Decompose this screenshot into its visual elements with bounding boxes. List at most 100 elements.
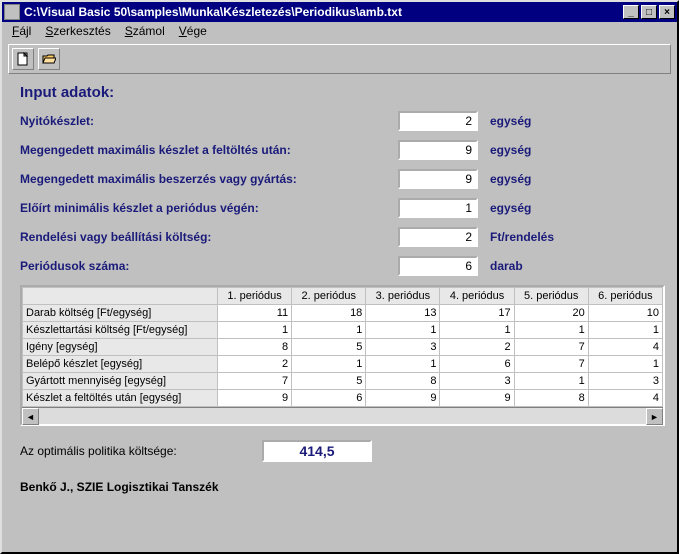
cell[interactable]: 8 bbox=[514, 390, 588, 407]
input-period-count[interactable] bbox=[398, 256, 478, 276]
app-icon bbox=[4, 4, 20, 20]
folder-open-icon bbox=[42, 52, 56, 66]
row-min-stock: Előírt minimális készlet a periódus végé… bbox=[20, 198, 659, 218]
cell[interactable]: 1 bbox=[514, 373, 588, 390]
horizontal-scrollbar[interactable]: ◄ ► bbox=[22, 407, 663, 424]
minimize-button[interactable]: _ bbox=[623, 5, 639, 19]
cell[interactable]: 17 bbox=[440, 305, 514, 322]
cell[interactable]: 18 bbox=[292, 305, 366, 322]
table-row: Belépő készlet [egység]211671 bbox=[23, 356, 663, 373]
cell[interactable]: 1 bbox=[588, 356, 662, 373]
row-header[interactable]: Készlettartási költség [Ft/egység] bbox=[23, 322, 218, 339]
cell[interactable]: 8 bbox=[366, 373, 440, 390]
footer-credit: Benkő J., SZIE Logisztikai Tanszék bbox=[20, 480, 659, 494]
cell[interactable]: 9 bbox=[366, 390, 440, 407]
input-max-stock[interactable] bbox=[398, 140, 478, 160]
window-title: C:\Visual Basic 50\samples\Munka\Készlet… bbox=[24, 5, 623, 19]
label-opening-stock: Nyitókészlet: bbox=[20, 114, 398, 128]
cell[interactable]: 6 bbox=[292, 390, 366, 407]
menu-end[interactable]: Vége bbox=[179, 24, 207, 38]
col-header[interactable]: 2. periódus bbox=[292, 288, 366, 305]
row-header[interactable]: Belépő készlet [egység] bbox=[23, 356, 218, 373]
row-header[interactable]: Darab költség [Ft/egység] bbox=[23, 305, 218, 322]
cell[interactable]: 1 bbox=[514, 322, 588, 339]
cell[interactable]: 6 bbox=[440, 356, 514, 373]
open-button[interactable] bbox=[38, 48, 60, 70]
scroll-track[interactable] bbox=[39, 408, 646, 424]
menu-bar: Fájl Szerkesztés Számol Vége bbox=[2, 22, 677, 42]
cell[interactable]: 5 bbox=[292, 373, 366, 390]
unit-order-cost: Ft/rendelés bbox=[490, 230, 554, 244]
table-row: Gyártott mennyiség [egység]758313 bbox=[23, 373, 663, 390]
cell[interactable]: 1 bbox=[366, 356, 440, 373]
col-header[interactable]: 3. periódus bbox=[366, 288, 440, 305]
cell[interactable]: 1 bbox=[588, 322, 662, 339]
cell[interactable]: 8 bbox=[218, 339, 292, 356]
cell[interactable]: 13 bbox=[366, 305, 440, 322]
table-row: Igény [egység]853274 bbox=[23, 339, 663, 356]
cell[interactable]: 7 bbox=[218, 373, 292, 390]
unit-opening-stock: egység bbox=[490, 114, 531, 128]
row-header[interactable]: Gyártott mennyiség [egység] bbox=[23, 373, 218, 390]
row-header[interactable]: Készlet a feltöltés után [egység] bbox=[23, 390, 218, 407]
cell[interactable]: 11 bbox=[218, 305, 292, 322]
cell[interactable]: 1 bbox=[292, 322, 366, 339]
cell[interactable]: 10 bbox=[588, 305, 662, 322]
col-header[interactable]: 6. periódus bbox=[588, 288, 662, 305]
cell[interactable]: 1 bbox=[292, 356, 366, 373]
cell[interactable]: 1 bbox=[218, 322, 292, 339]
row-header[interactable]: Igény [egység] bbox=[23, 339, 218, 356]
new-button[interactable] bbox=[12, 48, 34, 70]
table-row: Készlet a feltöltés után [egység]969984 bbox=[23, 390, 663, 407]
label-min-stock: Előírt minimális készlet a periódus végé… bbox=[20, 201, 398, 215]
result-row: Az optimális politika költsége: 414,5 bbox=[20, 440, 659, 462]
cell[interactable]: 1 bbox=[366, 322, 440, 339]
row-period-count: Periódusok száma: darab bbox=[20, 256, 659, 276]
main-window: C:\Visual Basic 50\samples\Munka\Készlet… bbox=[0, 0, 679, 554]
scroll-right-button[interactable]: ► bbox=[646, 408, 663, 425]
toolbar bbox=[8, 44, 671, 74]
cell[interactable]: 2 bbox=[440, 339, 514, 356]
input-order-cost[interactable] bbox=[398, 227, 478, 247]
label-period-count: Periódusok száma: bbox=[20, 259, 398, 273]
cell[interactable]: 7 bbox=[514, 339, 588, 356]
scroll-left-button[interactable]: ◄ bbox=[22, 408, 39, 425]
col-header[interactable]: 5. periódus bbox=[514, 288, 588, 305]
cell[interactable]: 20 bbox=[514, 305, 588, 322]
cell[interactable]: 1 bbox=[440, 322, 514, 339]
document-icon bbox=[16, 52, 30, 66]
menu-edit[interactable]: Szerkesztés bbox=[45, 24, 110, 38]
input-max-procurement[interactable] bbox=[398, 169, 478, 189]
cell[interactable]: 3 bbox=[588, 373, 662, 390]
maximize-button[interactable]: □ bbox=[641, 5, 657, 19]
input-min-stock[interactable] bbox=[398, 198, 478, 218]
result-value: 414,5 bbox=[262, 440, 372, 462]
cell[interactable]: 3 bbox=[366, 339, 440, 356]
cell[interactable]: 9 bbox=[440, 390, 514, 407]
menu-calc[interactable]: Számol bbox=[125, 24, 165, 38]
row-max-stock: Megengedett maximális készlet a feltölté… bbox=[20, 140, 659, 160]
cell[interactable]: 4 bbox=[588, 390, 662, 407]
cell[interactable]: 2 bbox=[218, 356, 292, 373]
col-header[interactable]: 4. periódus bbox=[440, 288, 514, 305]
label-max-procurement: Megengedett maximális beszerzés vagy gyá… bbox=[20, 172, 398, 186]
input-opening-stock[interactable] bbox=[398, 111, 478, 131]
content-area: Input adatok: Nyitókészlet: egység Megen… bbox=[2, 80, 677, 552]
col-header[interactable]: 1. periódus bbox=[218, 288, 292, 305]
result-label: Az optimális politika költsége: bbox=[20, 444, 262, 458]
close-button[interactable]: × bbox=[659, 5, 675, 19]
cell[interactable]: 7 bbox=[514, 356, 588, 373]
section-heading: Input adatok: bbox=[20, 84, 659, 101]
cell[interactable]: 4 bbox=[588, 339, 662, 356]
row-opening-stock: Nyitókészlet: egység bbox=[20, 111, 659, 131]
unit-period-count: darab bbox=[490, 259, 523, 273]
data-grid: 1. periódus 2. periódus 3. periódus 4. p… bbox=[20, 285, 665, 426]
cell[interactable]: 3 bbox=[440, 373, 514, 390]
table-row: Darab költség [Ft/egység]111813172010 bbox=[23, 305, 663, 322]
table-row: Készlettartási költség [Ft/egység]111111 bbox=[23, 322, 663, 339]
unit-min-stock: egység bbox=[490, 201, 531, 215]
cell[interactable]: 9 bbox=[218, 390, 292, 407]
unit-max-procurement: egység bbox=[490, 172, 531, 186]
menu-file[interactable]: Fájl bbox=[12, 24, 31, 38]
cell[interactable]: 5 bbox=[292, 339, 366, 356]
